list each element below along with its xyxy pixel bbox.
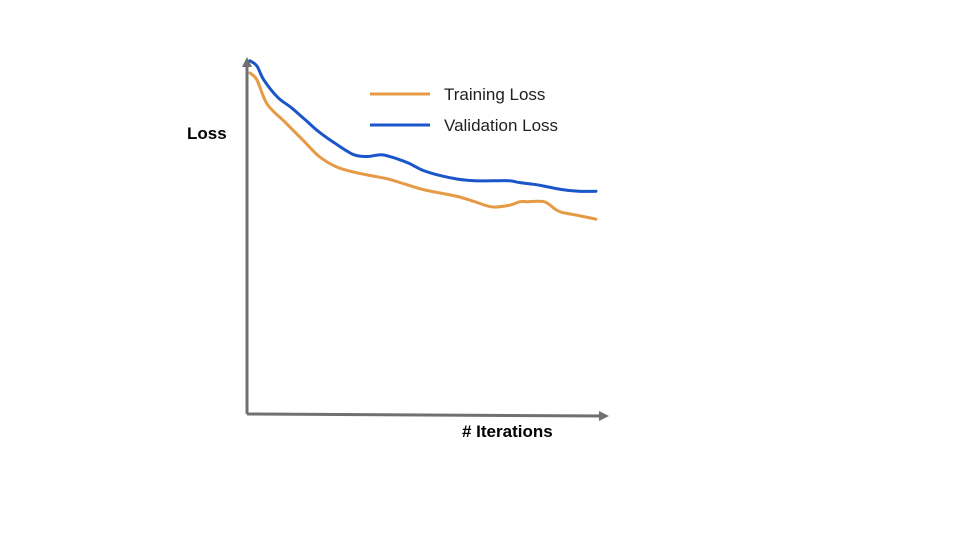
legend-label-training: Training Loss (444, 85, 545, 104)
series-layer (248, 59, 598, 221)
x-axis-label: # Iterations (462, 422, 553, 441)
y-axis-label: Loss (187, 124, 227, 143)
series-line-validation-loss (248, 59, 598, 193)
legend-label-validation: Validation Loss (444, 116, 558, 135)
series-line-training-loss (248, 71, 598, 221)
legend: Training Loss Validation Loss (370, 85, 558, 135)
x-axis (246, 410, 609, 421)
